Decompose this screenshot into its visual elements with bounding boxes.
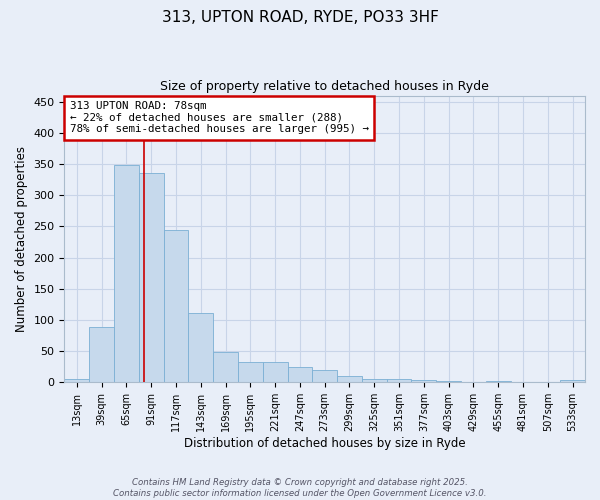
- Bar: [486, 381, 511, 382]
- Bar: [337, 376, 362, 382]
- Bar: [386, 378, 412, 382]
- Title: Size of property relative to detached houses in Ryde: Size of property relative to detached ho…: [160, 80, 489, 93]
- Bar: [188, 312, 213, 382]
- X-axis label: Distribution of detached houses by size in Ryde: Distribution of detached houses by size …: [184, 437, 466, 450]
- Bar: [412, 380, 436, 382]
- Text: 313, UPTON ROAD, RYDE, PO33 3HF: 313, UPTON ROAD, RYDE, PO33 3HF: [161, 10, 439, 25]
- Bar: [436, 381, 461, 382]
- Bar: [139, 174, 164, 382]
- Bar: [89, 328, 114, 382]
- Bar: [238, 362, 263, 382]
- Bar: [164, 230, 188, 382]
- Text: 313 UPTON ROAD: 78sqm
← 22% of detached houses are smaller (288)
78% of semi-det: 313 UPTON ROAD: 78sqm ← 22% of detached …: [70, 102, 368, 134]
- Bar: [114, 166, 139, 382]
- Bar: [362, 379, 386, 382]
- Bar: [213, 352, 238, 382]
- Bar: [560, 380, 585, 382]
- Bar: [64, 378, 89, 382]
- Bar: [263, 362, 287, 382]
- Bar: [287, 367, 313, 382]
- Bar: [313, 370, 337, 382]
- Text: Contains HM Land Registry data © Crown copyright and database right 2025.
Contai: Contains HM Land Registry data © Crown c…: [113, 478, 487, 498]
- Y-axis label: Number of detached properties: Number of detached properties: [15, 146, 28, 332]
